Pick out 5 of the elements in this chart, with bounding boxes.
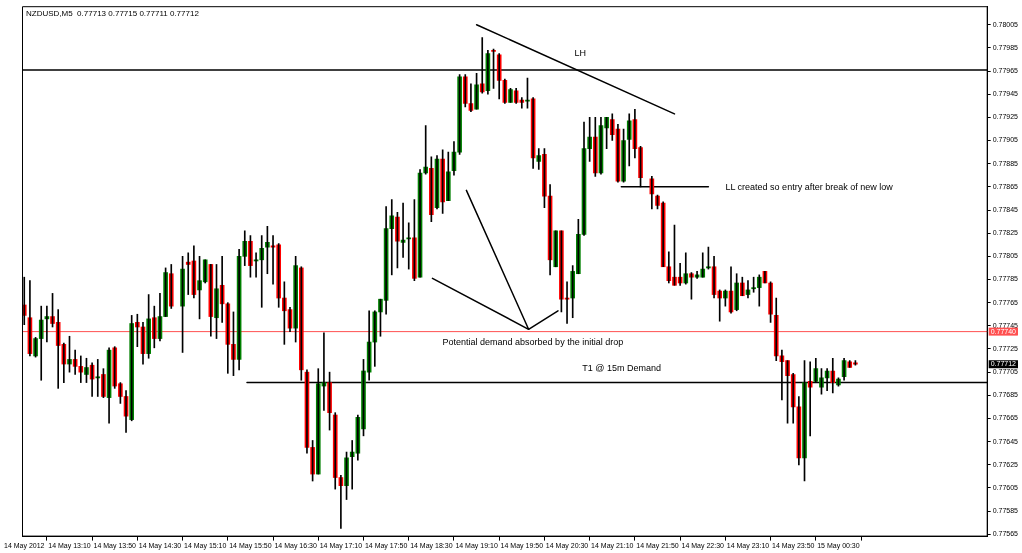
annotation: Potential demand absorbed by the initial drop <box>442 336 624 347</box>
annotation: T1 @ 15m Demand <box>582 362 662 373</box>
chart-title: NZDUSD,M5 0.77713 0.77715 0.77711 0.77712 <box>26 9 200 19</box>
annotation: LH <box>574 47 586 58</box>
annotation: LL created so entry after break of new low <box>725 181 894 192</box>
